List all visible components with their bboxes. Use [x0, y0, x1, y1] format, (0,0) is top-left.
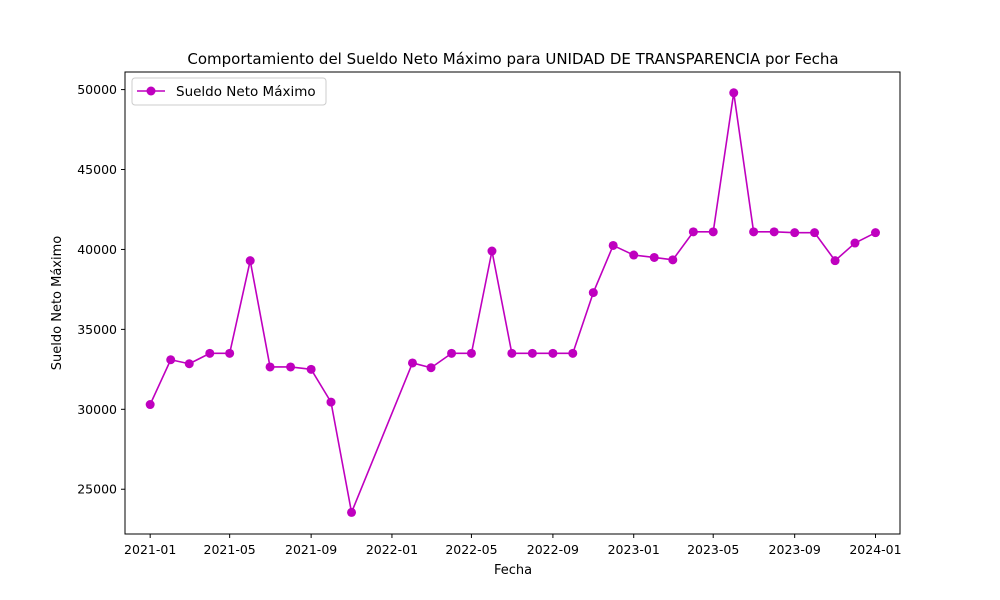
legend-marker-swatch [146, 86, 156, 96]
x-tick-label: 2022-01 [366, 542, 418, 557]
data-point [548, 348, 558, 358]
data-point [265, 362, 275, 372]
data-point [729, 88, 739, 98]
data-point [790, 228, 800, 238]
x-tick-label: 2023-01 [608, 542, 660, 557]
data-point [347, 507, 357, 517]
data-point [870, 228, 880, 238]
x-tick-label: 2022-09 [527, 542, 579, 557]
legend: Sueldo Neto Máximo [131, 77, 327, 106]
x-tick-label: 2021-05 [204, 542, 256, 557]
y-tick-label: 45000 [77, 162, 117, 177]
data-point [668, 255, 678, 265]
y-tick-label: 40000 [77, 242, 117, 257]
y-tick-label: 50000 [77, 82, 117, 97]
plot-frame [124, 71, 901, 535]
series-line [149, 91, 876, 514]
data-point [608, 240, 618, 250]
data-point [850, 238, 860, 248]
y-tick-label: 35000 [77, 322, 117, 337]
data-point [708, 227, 718, 237]
data-point [830, 256, 840, 266]
data-point [769, 227, 779, 237]
x-tick-label: 2021-09 [285, 542, 337, 557]
x-tick-label: 2024-01 [849, 542, 901, 557]
data-point [688, 227, 698, 237]
y-axis: 25000 30000 35000 40000 45000 50000 [77, 82, 125, 497]
data-point [749, 227, 759, 237]
legend-entry: Sueldo Neto Máximo [176, 84, 316, 100]
chart-title: Comportamiento del Sueldo Neto Máximo pa… [187, 50, 838, 68]
x-tick-label: 2021-01 [124, 542, 176, 557]
x-tick-label: 2023-05 [687, 542, 739, 557]
data-point [447, 348, 457, 358]
data-point [205, 348, 215, 358]
data-point [225, 348, 235, 358]
y-tick-label: 25000 [77, 482, 117, 497]
x-tick-label: 2023-09 [769, 542, 821, 557]
data-point [145, 400, 155, 410]
legend-box [131, 77, 327, 106]
data-point [166, 355, 176, 365]
data-point [306, 364, 316, 374]
data-point [326, 397, 336, 407]
data-point [245, 256, 255, 266]
x-axis-label: Fecha [494, 563, 532, 578]
data-point [507, 348, 517, 358]
y-axis-label: Sueldo Neto Máximo [50, 236, 65, 370]
data-point [629, 250, 639, 260]
data-point [527, 348, 537, 358]
data-point [649, 252, 659, 262]
y-tick-label: 30000 [77, 402, 117, 417]
data-point [407, 358, 417, 368]
data-point [426, 363, 436, 373]
data-point [487, 246, 497, 256]
data-point [286, 362, 296, 372]
x-axis: 2021-01 2021-05 2021-09 2022-01 2022-05 2022-… [124, 534, 902, 557]
data-point [568, 348, 578, 358]
data-point [466, 348, 476, 358]
data-point [184, 359, 194, 369]
x-tick-label: 2022-05 [445, 542, 497, 557]
plot-area [145, 88, 880, 517]
data-point [810, 228, 820, 238]
data-point [588, 288, 598, 298]
